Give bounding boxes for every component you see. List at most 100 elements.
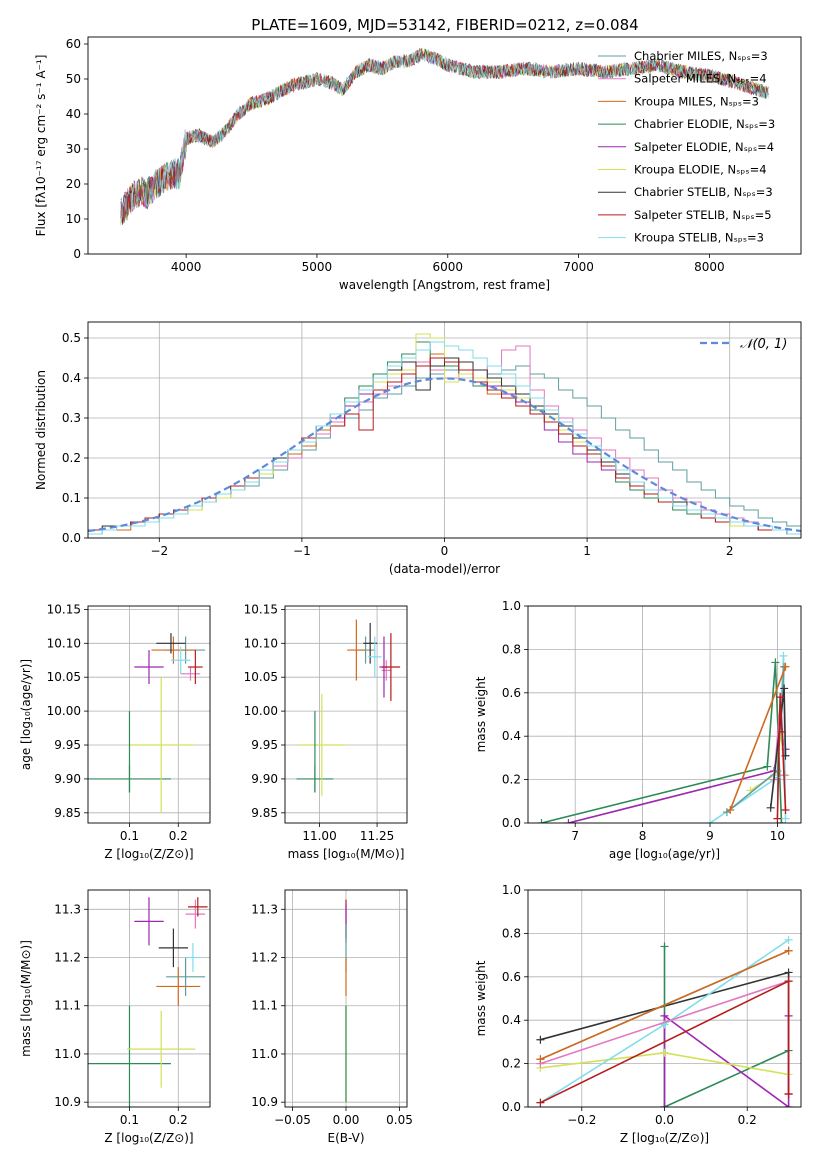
weight-marker bbox=[784, 977, 793, 986]
y-tick-label: 10.10 bbox=[47, 636, 81, 650]
x-tick-label: 0.1 bbox=[120, 829, 139, 843]
error-bar-point bbox=[127, 1010, 196, 1088]
histogram-step bbox=[88, 341, 801, 535]
y-tick-label: 10.15 bbox=[244, 602, 278, 616]
x-tick-label: 0.2 bbox=[169, 829, 188, 843]
weight-marker bbox=[763, 762, 772, 771]
legend: Chabrier MILES, Nₛₚₛ=3 Salpeter MILES, Nₛ… bbox=[598, 49, 775, 245]
weight-marker bbox=[564, 819, 573, 823]
panel-residuals: −2 −1 0 1 2 0.0 0.1 0.2 0.3 0.4 0.5 (data-model)/er… bbox=[34, 321, 802, 576]
weight-marker bbox=[537, 819, 546, 823]
error-bar-point bbox=[180, 667, 201, 681]
weight-line bbox=[540, 950, 789, 1061]
x-tick-label: 8 bbox=[639, 829, 647, 843]
y-axis-label: mass [log₁₀(M/M⊙)] bbox=[19, 940, 33, 1057]
y-tick-label: 0.6 bbox=[502, 686, 521, 700]
legend-label: Chabrier ELODIE, Nₛₚₛ=3 bbox=[634, 117, 775, 131]
panel-spectrum: 4000 5000 6000 7000 8000 0 10 20 30 40 50 60 wavelen… bbox=[34, 36, 802, 292]
y-tick-label: 10.9 bbox=[251, 1095, 278, 1109]
y-tick-label: 10.10 bbox=[244, 636, 278, 650]
y-tick-label: 11.1 bbox=[54, 999, 81, 1013]
x-tick-label: 10 bbox=[770, 829, 785, 843]
x-axis-label: E(B-V) bbox=[327, 1131, 364, 1145]
weight-marker bbox=[776, 693, 785, 702]
x-axis-label: wavelength [Angstrom, rest frame] bbox=[339, 278, 550, 292]
error-bar-point bbox=[185, 943, 201, 972]
x-tick-label: 0.2 bbox=[169, 1113, 188, 1127]
y-tick-label: 0.4 bbox=[62, 371, 81, 385]
y-tick-label: 10.05 bbox=[47, 670, 81, 684]
x-tick-label: 9 bbox=[706, 829, 714, 843]
panel-age_vs_mass: 11.00 11.25 9.85 9.90 9.95 10.00 10.05 10.10 10.… bbox=[244, 602, 408, 861]
panel-weight_vs_age: 7 8 9 10 0.0 0.2 0.4 0.6 0.8 1.0 age [log₁₀(age/yr… bbox=[474, 599, 802, 861]
axes-frame bbox=[87, 36, 802, 255]
error-bar-point bbox=[127, 677, 196, 813]
axes-frame bbox=[284, 605, 408, 824]
weight-marker bbox=[726, 805, 735, 814]
weight-marker bbox=[784, 1089, 793, 1098]
weight-line bbox=[726, 666, 785, 813]
error-bar-point bbox=[298, 694, 345, 796]
y-tick-label: 10.9 bbox=[54, 1095, 81, 1109]
axes-frame bbox=[284, 889, 408, 1108]
error-bar-point bbox=[347, 619, 366, 681]
x-tick-label: 0 bbox=[441, 544, 449, 558]
panel-weight_vs_Z: −0.2 0.0 0.2 0.0 0.2 0.4 0.6 0.8 1.0 Z [log₁₀(Z/Z… bbox=[474, 883, 802, 1145]
x-tick-label: 8000 bbox=[694, 260, 725, 274]
plot-area bbox=[537, 651, 790, 823]
y-axis-label: age [log₁₀(age/yr)] bbox=[19, 659, 33, 770]
y-tick-label: 9.95 bbox=[54, 738, 81, 752]
plot-area bbox=[88, 633, 206, 813]
y-tick-label: 40 bbox=[66, 107, 81, 121]
error-bar-point bbox=[158, 928, 189, 968]
figure-title: PLATE=1609, MJD=53142, FIBERID=0212, z=0… bbox=[251, 16, 638, 34]
y-tick-label: 20 bbox=[66, 177, 81, 191]
error-bar-point bbox=[134, 650, 164, 684]
y-tick-label: 0.8 bbox=[502, 926, 521, 940]
legend-label: Kroupa ELODIE, Nₛₚₛ=4 bbox=[634, 163, 767, 177]
weight-marker bbox=[536, 1098, 545, 1107]
error-bar-point bbox=[188, 897, 208, 917]
x-tick-label: −0.2 bbox=[567, 1113, 596, 1127]
y-tick-label: 11.0 bbox=[54, 1047, 81, 1061]
x-axis-label: Z [log₁₀(Z/Z⊙)] bbox=[620, 1131, 709, 1145]
weight-line bbox=[663, 1014, 790, 1107]
error-bar-point bbox=[367, 636, 382, 678]
plot-area bbox=[88, 897, 208, 1107]
x-tick-label: 0.2 bbox=[738, 1113, 757, 1127]
y-tick-label: 0.4 bbox=[502, 1013, 521, 1027]
plot-area bbox=[536, 935, 793, 1107]
y-tick-label: 0.0 bbox=[62, 531, 81, 545]
y-tick-label: 0 bbox=[73, 247, 81, 261]
y-axis-label: mass weight bbox=[474, 960, 488, 1036]
y-tick-label: 11.0 bbox=[251, 1047, 278, 1061]
y-tick-label: 9.90 bbox=[251, 772, 278, 786]
axes-frame bbox=[527, 605, 802, 824]
error-bar-point bbox=[381, 633, 401, 701]
axes-frame bbox=[87, 605, 211, 824]
y-tick-label: 1.0 bbox=[502, 883, 521, 897]
plot-area bbox=[88, 333, 801, 535]
x-axis-label: Z [log₁₀(Z/Z⊙)] bbox=[104, 847, 193, 861]
y-tick-label: 9.90 bbox=[54, 772, 81, 786]
error-bar-point bbox=[188, 650, 203, 684]
weight-line bbox=[776, 697, 787, 819]
x-tick-label: 11.25 bbox=[360, 829, 394, 843]
legend-label: Salpeter STELIB, Nₛₚₛ=5 bbox=[634, 208, 772, 222]
x-tick-label: 1 bbox=[583, 544, 591, 558]
x-tick-label: 2 bbox=[726, 544, 734, 558]
y-tick-label: 11.1 bbox=[251, 999, 278, 1013]
x-tick-label: 11.00 bbox=[302, 829, 336, 843]
error-bar-point bbox=[151, 636, 196, 664]
y-tick-label: 0.6 bbox=[502, 970, 521, 984]
y-tick-label: 10.15 bbox=[47, 602, 81, 616]
x-tick-label: 5000 bbox=[302, 260, 333, 274]
y-tick-label: 50 bbox=[66, 72, 81, 86]
y-tick-label: 11.2 bbox=[251, 951, 278, 965]
weight-line bbox=[568, 731, 787, 823]
y-axis-label: mass weight bbox=[474, 676, 488, 752]
normal-curve bbox=[88, 377, 801, 533]
x-tick-label: 6000 bbox=[432, 260, 463, 274]
weight-marker bbox=[660, 1011, 669, 1020]
weight-marker bbox=[779, 651, 788, 660]
